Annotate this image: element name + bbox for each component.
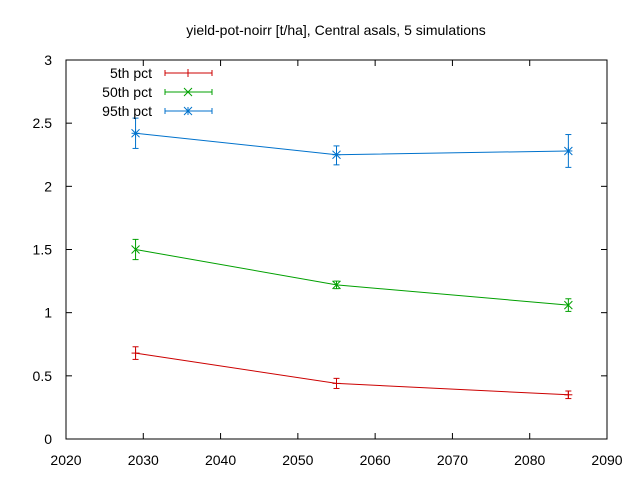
series-line [135, 249, 569, 306]
series-layer [131, 117, 573, 400]
legend-entry: 5th pct [110, 65, 213, 81]
y-tick-label: 0.5 [33, 368, 53, 384]
x-tick-label: 2060 [360, 452, 391, 468]
marker-stroke [183, 87, 193, 97]
data-point [131, 238, 140, 261]
marker-stroke [564, 300, 573, 310]
x-tick-label: 2030 [128, 452, 159, 468]
x-tick-label: 2050 [282, 452, 313, 468]
y-tick-label: 2.5 [33, 115, 53, 131]
axes-layer: 2020 2030 2040 2050 2060 2070 2080 2090 0 0.5 1 1.5… [33, 52, 623, 468]
y-tick-label: 0 [44, 431, 52, 447]
series-5th-pct [131, 346, 573, 400]
legend-label: 95th pct [102, 103, 152, 119]
series-line [135, 352, 569, 396]
x-tick-label: 2090 [591, 452, 622, 468]
x-tick-label: 2080 [514, 452, 545, 468]
series-50th-pct [131, 238, 573, 312]
data-point [332, 377, 341, 389]
legend-label: 50th pct [102, 84, 152, 100]
data-point [332, 280, 341, 290]
marker-stroke [131, 128, 140, 138]
data-point [564, 390, 573, 400]
data-point [564, 134, 573, 168]
y-tick-label: 2 [44, 178, 52, 194]
x-tick-label: 2040 [205, 452, 236, 468]
data-point [564, 298, 573, 312]
marker-stroke [332, 280, 341, 290]
series-line [135, 132, 569, 156]
y-tick-label: 1 [44, 305, 52, 321]
data-point [332, 145, 341, 166]
legend-entry: 50th pct [102, 84, 213, 100]
y-tick-label: 1.5 [33, 242, 53, 258]
legend-label: 5th pct [110, 65, 152, 81]
chart-title: yield-pot-noirr [t/ha], Central asals, 5… [186, 22, 486, 38]
x-tick-label: 2020 [50, 452, 81, 468]
x-tick-label: 2070 [437, 452, 468, 468]
y-tick-label: 3 [44, 52, 52, 68]
marker-stroke [564, 146, 573, 156]
marker-stroke [183, 106, 193, 116]
data-point [131, 117, 140, 149]
data-point [131, 346, 140, 360]
marker-stroke [332, 150, 341, 160]
legend-entry: 95th pct [102, 103, 213, 119]
series-95th-pct [131, 117, 573, 168]
marker-stroke [131, 245, 140, 254]
legend: 5th pct 50th pct 95th pct [102, 65, 213, 119]
